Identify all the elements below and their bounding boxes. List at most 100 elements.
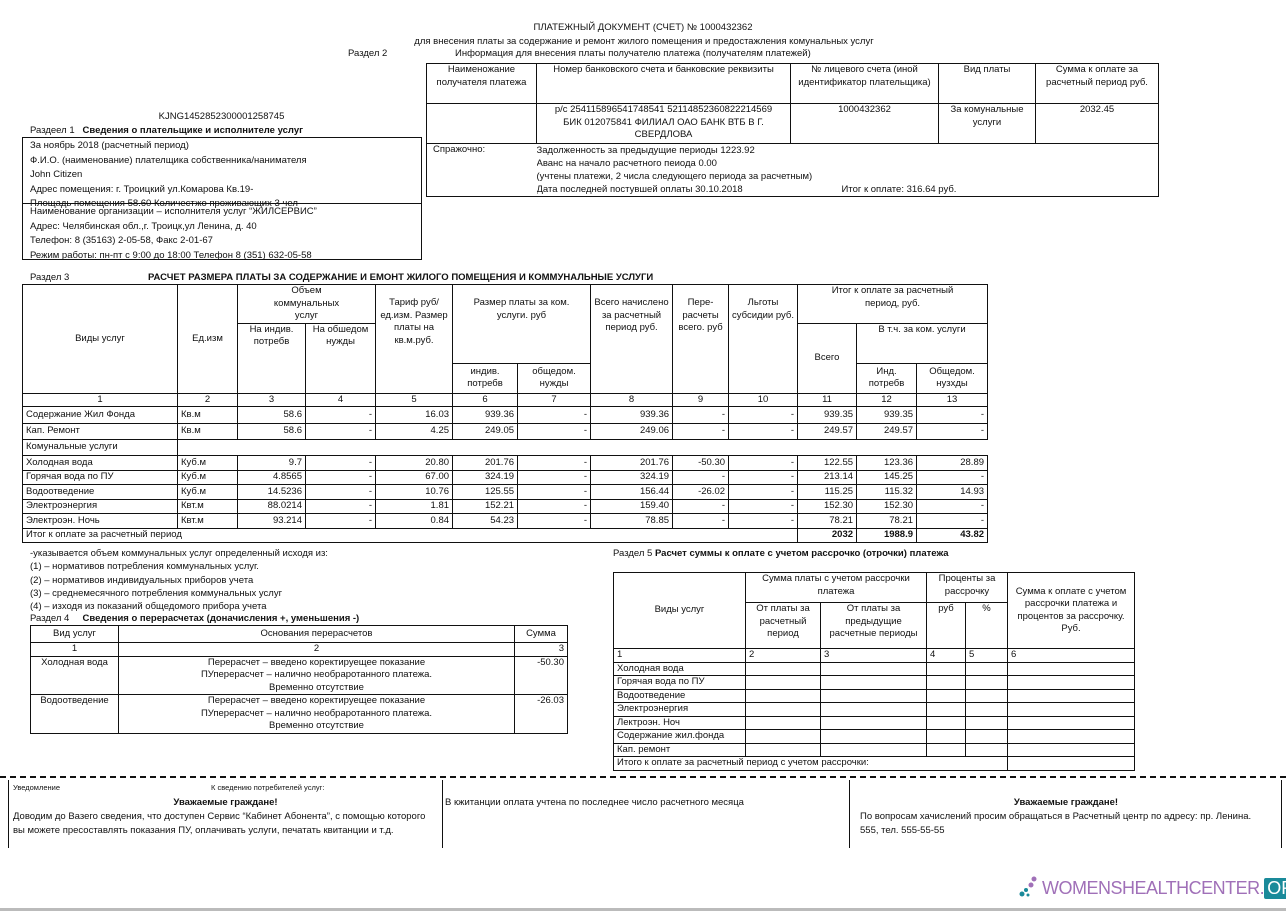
cell: 0.84 <box>375 513 454 529</box>
table-row: Содержание Жил Фонда Кв.м 58.6-16.03 939.36… <box>22 406 989 424</box>
reference-row: Спражочно: Задолженность за предыдущие п… <box>426 143 1159 197</box>
column-number: 13 <box>916 392 989 407</box>
note-line: -указывается объем коммунальных услуг оп… <box>30 548 328 559</box>
group-spacer <box>176 439 988 456</box>
column-number: 3 <box>820 648 927 663</box>
cell: 78.85 <box>590 513 674 529</box>
empty-cell <box>926 715 966 730</box>
cell: 115.32 <box>856 484 918 500</box>
empty-cell <box>1007 742 1135 757</box>
column-number: 3 <box>514 642 568 657</box>
cell: - <box>304 406 377 424</box>
header-total: Итог к оплате за расчетный период, руб. <box>797 284 989 324</box>
column-number: 1 <box>30 642 119 657</box>
note-line: (1) – нормативов потребления коммунальны… <box>30 561 259 573</box>
cell: 14.93 <box>916 484 989 500</box>
table-row: Кап. ремонт <box>613 742 1135 757</box>
charges-table: Виды услуг Ед.изм Объем коммунальных усл… <box>21 284 989 543</box>
service-name: Электроэнергия <box>613 702 746 717</box>
empty-cell <box>820 729 927 744</box>
total-value <box>1007 756 1135 771</box>
cell: 78.21 <box>856 513 918 529</box>
header-total-all: Всего <box>797 322 858 394</box>
cell: - <box>728 422 799 440</box>
section3-label: Раздел 3 <box>30 272 70 283</box>
total-label: Итог к оплате за расчетный период <box>21 527 799 543</box>
header-tariff: Тариф руб/ед.изм. Размер платы на кв.м.р… <box>375 284 454 394</box>
reference-details: Задолженность за предыдущие периоды 1223… <box>536 143 1159 197</box>
table-row: Холодная вода Куб.м 9.7-20.80 201.76-201.76… <box>22 455 989 471</box>
empty-cell <box>1007 729 1135 744</box>
reference-line: Дата последней постувшей оплаты 30.10.20… <box>536 184 743 195</box>
document-subtitle: для внесения платы за содержание и ремон… <box>414 36 874 47</box>
column-number: 2 <box>745 648 821 663</box>
cell: 122.55 <box>797 455 858 471</box>
total-value: 1988.9 <box>856 527 918 543</box>
column-number: 10 <box>728 392 799 407</box>
table-row: Водоотведение Перерасчет – введено корект… <box>30 694 568 734</box>
header-recipient: Наименожание получателя платежа <box>426 63 537 104</box>
column-number: 1 <box>22 392 178 407</box>
total-value: 43.82 <box>916 527 989 543</box>
cell: 88.0214 <box>237 498 306 514</box>
cell: 67.00 <box>375 469 454 485</box>
cell: - <box>672 469 730 485</box>
header-unit: Ед.изм <box>177 284 238 394</box>
cell: 324.19 <box>452 469 519 485</box>
service-name: Кап. ремонт <box>613 742 746 757</box>
table-row: Лектроэн. Ноч <box>613 715 1135 730</box>
header-volume-individual: На индив. потребв <box>237 322 306 394</box>
cell: Перерасчет – введено коректируещее показ… <box>118 655 515 695</box>
cell: Квт.м <box>177 498 238 514</box>
section4-title: Сведения о перерасчетах (доначисления +,… <box>82 613 360 624</box>
cell: 115.25 <box>797 484 858 500</box>
section4-heading: Раздел 4 Сведения о перерасчетах (доначи… <box>30 613 359 624</box>
cell: 939.36 <box>590 406 674 424</box>
empty-cell <box>820 715 927 730</box>
empty-cell <box>965 688 1008 703</box>
column-number: 2 <box>118 642 515 657</box>
empty-cell <box>1007 715 1135 730</box>
notice-text: Доводим до Вазего сведения, что доступен… <box>13 811 426 836</box>
empty-cell <box>965 702 1008 717</box>
section5-heading: Раздел 5 Расчет суммы к оплате с учетом … <box>613 548 949 559</box>
column-number: 4 <box>926 648 966 663</box>
empty-cell <box>926 702 966 717</box>
cell: 324.19 <box>590 469 674 485</box>
table-header-row: Виды услуг Сумма платы с учетом рассрочк… <box>613 572 1135 649</box>
volume-notes: -указывается объем коммунальных услуг оп… <box>30 547 328 613</box>
column-number: 11 <box>797 392 858 407</box>
header-services: Виды услуг <box>613 572 746 649</box>
table-header-row: От платы за расчетный период От платы за… <box>614 602 1135 649</box>
table-row: Электроэнергия <box>613 702 1135 717</box>
cell: Содержание Жил Фонда <box>22 406 178 424</box>
total-label: Итого к оплате за расчетный период с уче… <box>613 756 1008 771</box>
payment-recipient-table: Наименожание получателя платежа Номер ба… <box>426 63 1159 197</box>
cell: 78.21 <box>797 513 858 529</box>
amount-due: 2032.45 <box>1035 103 1159 144</box>
empty-cell <box>926 675 966 690</box>
header-account-number: № лицевого счета (иной идентификатор пла… <box>790 63 939 104</box>
cell: - <box>304 484 377 500</box>
footer-contact: Уважаемые граждане! По вопросам хачислен… <box>849 780 1282 848</box>
header-interest-percent: % <box>965 602 1008 649</box>
receipt-note: В кжитанции оплата учтена по последнее ч… <box>445 797 744 808</box>
section1-heading: Раздеел 1 Сведения о плательщике и испол… <box>30 125 303 136</box>
account-number: 1000432362 <box>790 103 939 144</box>
empty-cell <box>965 742 1008 757</box>
total-due: Итог к оплате: 316.64 руб. <box>841 184 957 195</box>
footer-notice: Уведомление К сведению потребителей услу… <box>9 780 443 848</box>
header-including: В т.ч. за ком. услуги <box>856 322 989 364</box>
empty-cell <box>965 715 1008 730</box>
cell: - <box>517 455 592 471</box>
header-including-common: Общедом. нузхды <box>916 362 989 394</box>
cell: Кв.м <box>177 406 238 424</box>
cell: Водоотведение <box>22 484 178 500</box>
payer-line: Адрес помещения: г. Троицкий ул.Комарова… <box>30 183 254 195</box>
cell: - <box>672 498 730 514</box>
empty-cell <box>820 742 927 757</box>
column-numbers-row: 1 2 3 4 5 6 7 8 9 10 11 12 13 <box>22 392 989 407</box>
table-header-row: Вид услуг Основания перерасчетов Сумма <box>30 625 568 643</box>
column-number: 4 <box>304 392 377 407</box>
